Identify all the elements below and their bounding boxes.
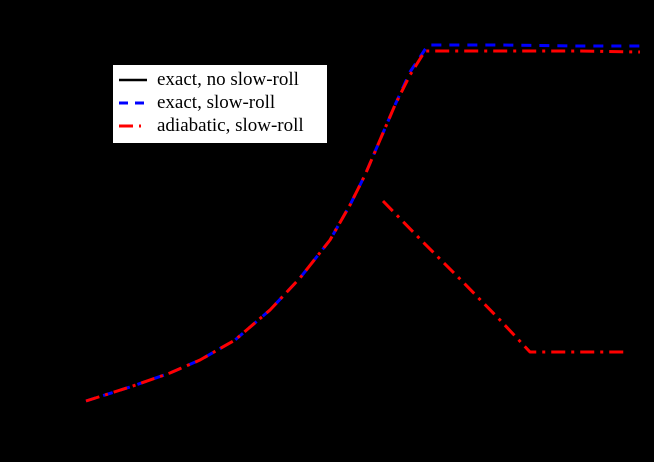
series-adiabatic-slow-roll xyxy=(381,199,627,354)
legend: exact, no slow-roll exact, slow-roll adi… xyxy=(113,65,327,143)
legend-label: adiabatic, slow-roll xyxy=(157,114,304,136)
legend-item-exact-slow-roll: exact, slow-roll xyxy=(119,91,321,114)
legend-label: exact, slow-roll xyxy=(157,91,276,113)
legend-item-exact-no-slow-roll: exact, no slow-roll xyxy=(119,68,321,91)
series-adiabatic-slow-roll xyxy=(85,49,641,403)
legend-label: exact, no slow-roll xyxy=(157,68,299,90)
legend-item-adiabatic-slow-roll: adiabatic, slow-roll xyxy=(119,114,321,137)
dashdot-line-swatch-icon xyxy=(119,120,147,132)
series-exact-slow-roll xyxy=(85,43,640,403)
solid-line-swatch-icon xyxy=(119,74,147,86)
dashed-line-swatch-icon xyxy=(119,97,147,109)
